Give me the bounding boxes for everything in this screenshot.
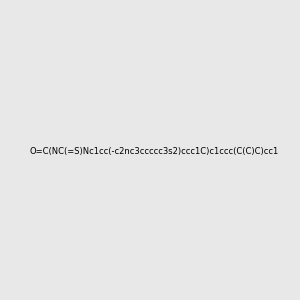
Text: O=C(NC(=S)Nc1cc(-c2nc3ccccc3s2)ccc1C)c1ccc(C(C)C)cc1: O=C(NC(=S)Nc1cc(-c2nc3ccccc3s2)ccc1C)c1c…: [29, 147, 278, 156]
